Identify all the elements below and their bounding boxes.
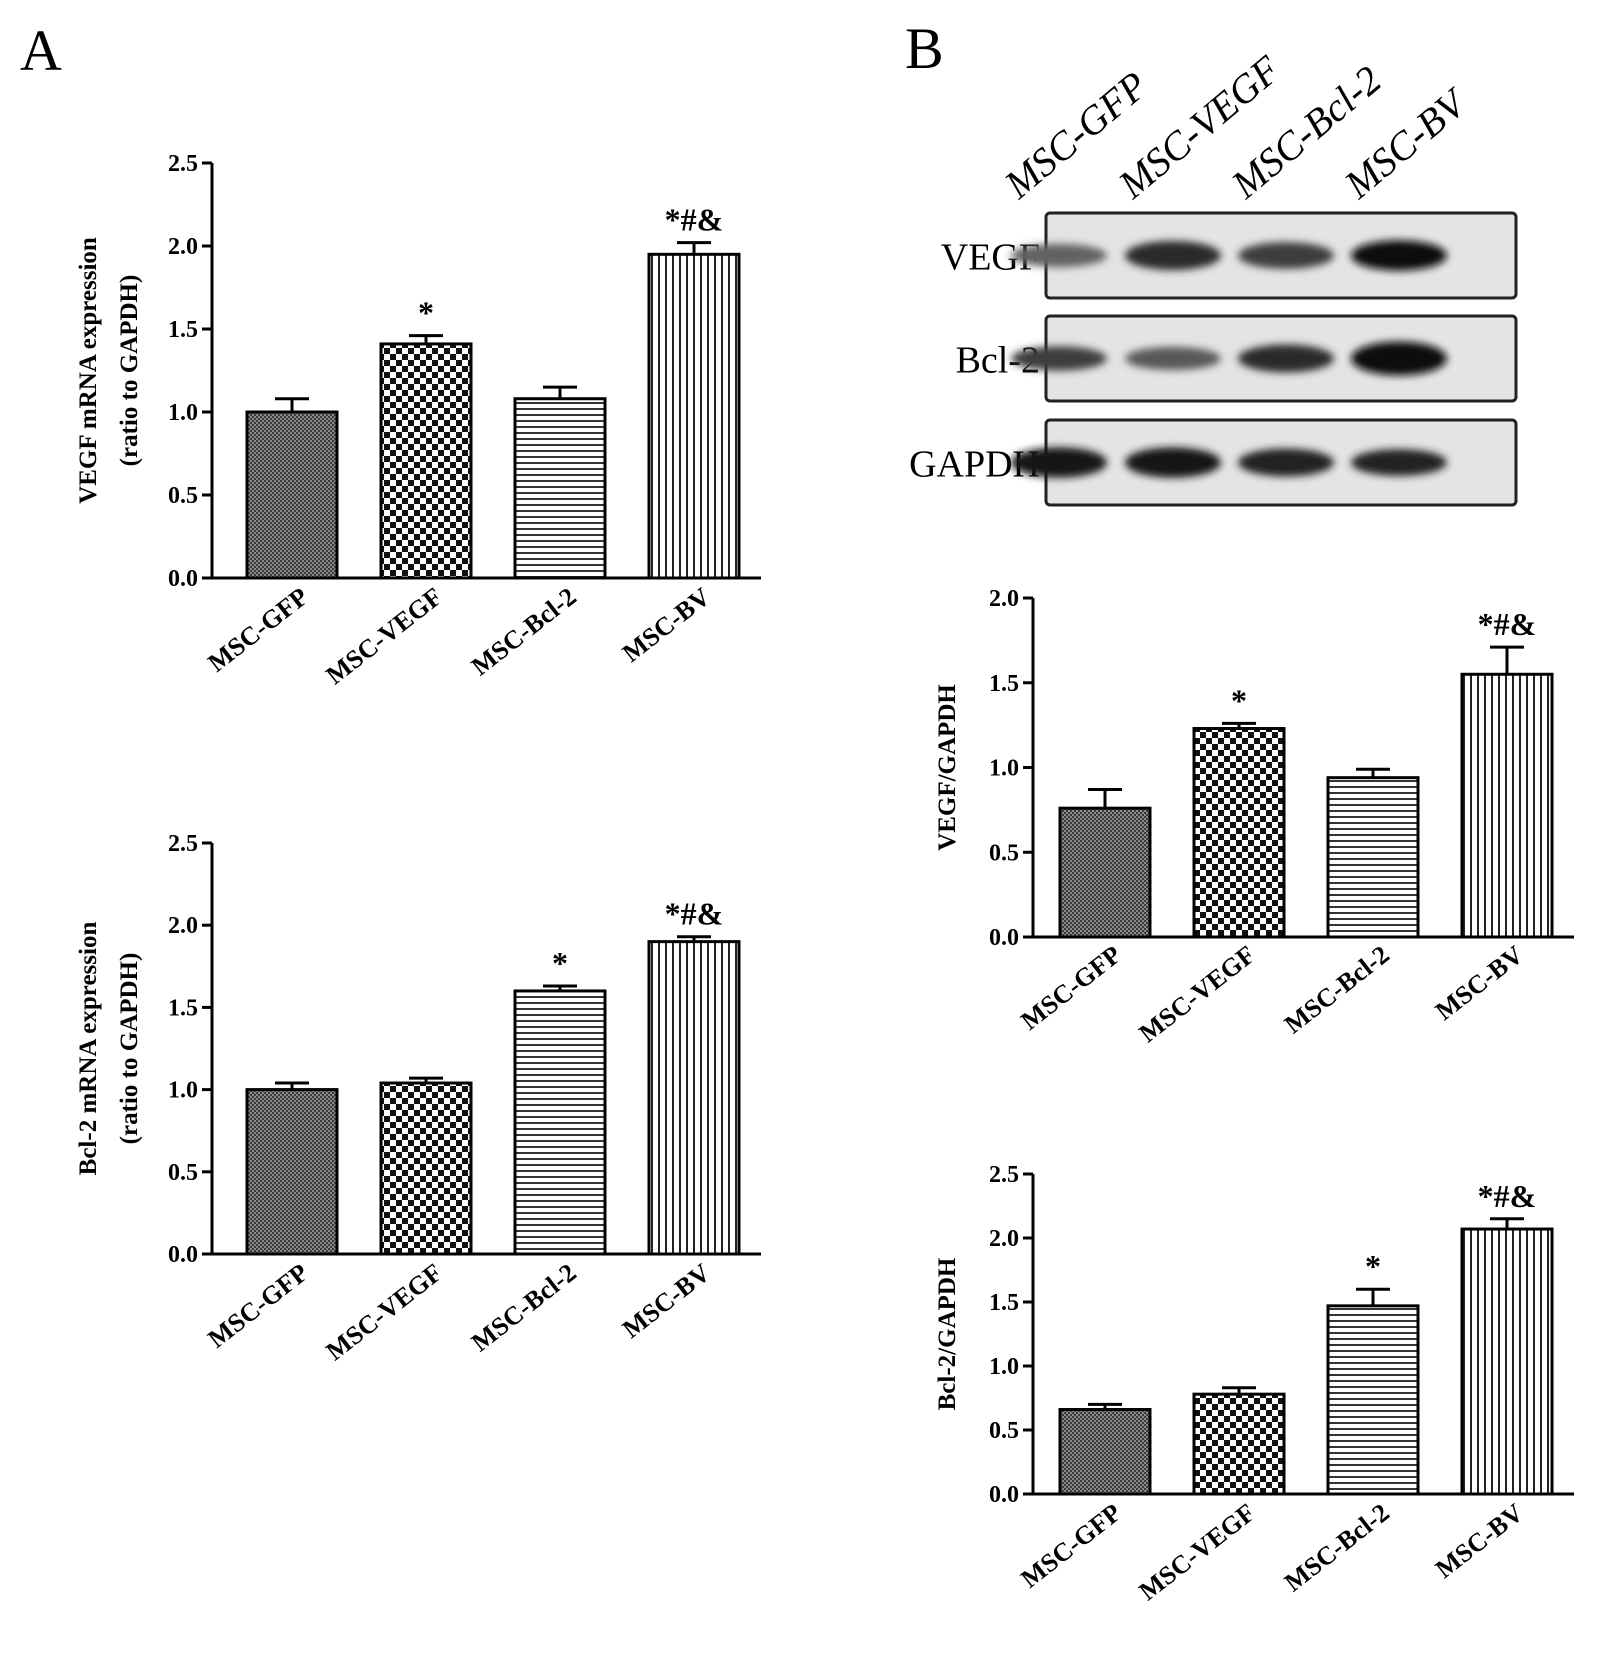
- bar: [245, 1088, 339, 1256]
- bar: [513, 397, 607, 580]
- y-tick-label: 2.0: [168, 234, 198, 260]
- panel-label-a: A: [20, 18, 62, 83]
- blot-band: [1238, 344, 1334, 373]
- x-tick-label: MSC-VEGF: [1134, 1498, 1261, 1606]
- y-tick-label: 1.5: [989, 1290, 1019, 1316]
- significance-label: *#&: [1478, 1178, 1537, 1214]
- x-tick-label: MSC-Bcl-2: [466, 1258, 582, 1357]
- y-tick-label: 0.0: [989, 925, 1019, 951]
- chart-vegf-mrna: 0.0 0.5 1.0 1.5 2.0 2.5 VEGF mRNA expression (r…: [75, 151, 761, 690]
- blot-band: [1125, 240, 1221, 271]
- y-tick-label: 0.5: [989, 840, 1019, 866]
- y-tick-label: 1.5: [168, 995, 198, 1021]
- y-axis-label: VEGF mRNA expression: [75, 237, 102, 504]
- blot-band: [1011, 243, 1107, 268]
- x-tick-label: MSC-VEGF: [1134, 940, 1261, 1048]
- y-tick-label: 1.0: [168, 1078, 198, 1104]
- x-tick-label: MSC-Bcl-2: [1279, 1498, 1395, 1597]
- significance-label: *#&: [665, 202, 724, 238]
- bar: [245, 410, 339, 580]
- blot-band: [1351, 449, 1447, 476]
- blot-band: [1238, 448, 1334, 477]
- blot-band: [1125, 346, 1221, 371]
- significance-label: *: [1231, 682, 1247, 718]
- y-tick-label: 0.0: [989, 1482, 1019, 1508]
- bar: [1326, 776, 1420, 939]
- panel-label-b: B: [905, 16, 944, 81]
- bar: [1192, 727, 1286, 939]
- bar: [1192, 1392, 1286, 1496]
- y-axis-label: (ratio to GAPDH): [116, 275, 143, 467]
- x-tick-label: MSC-GFP: [203, 1258, 314, 1354]
- y-tick-label: 0.0: [168, 566, 198, 592]
- bar: [379, 342, 473, 580]
- western-blot: MSC-GFPMSC-VEGFMSC-Bcl-2MSC-BVVEGFBcl-2G…: [909, 46, 1518, 507]
- y-tick-label: 2.5: [168, 831, 198, 857]
- y-tick-label: 2.0: [989, 586, 1019, 612]
- bar: [647, 252, 741, 580]
- blot-band: [1238, 242, 1334, 269]
- chart-vegf-protein: 0.0 0.5 1.0 1.5 2.0 VEGF/GAPDH MSC-GFP * MSC-VEG…: [934, 586, 1574, 1048]
- bar: [1326, 1304, 1420, 1496]
- x-tick-label: MSC-BV: [1430, 940, 1529, 1026]
- y-tick-label: 0.5: [168, 1160, 198, 1186]
- significance-label: *: [1365, 1248, 1381, 1284]
- y-tick-label: 1.5: [989, 671, 1019, 697]
- bar: [1460, 672, 1554, 939]
- bar: [1058, 1408, 1152, 1496]
- y-tick-label: 2.0: [168, 913, 198, 939]
- y-axis-label: VEGF/GAPDH: [934, 684, 961, 851]
- significance-label: *#&: [1478, 606, 1537, 642]
- y-tick-label: 2.0: [989, 1226, 1019, 1252]
- y-axis-label: Bcl-2/GAPDH: [934, 1257, 961, 1410]
- significance-label: *#&: [665, 896, 724, 932]
- x-tick-label: MSC-BV: [617, 1258, 716, 1344]
- y-tick-label: 2.5: [989, 1162, 1019, 1188]
- chart-bcl2-mrna: 0.0 0.5 1.0 1.5 2.0 2.5 Bcl-2 mRNA expression (…: [75, 831, 761, 1366]
- y-axis-label: (ratio to GAPDH): [116, 953, 143, 1145]
- y-tick-label: 1.0: [989, 1354, 1019, 1380]
- blot-band: [1351, 341, 1447, 376]
- significance-label: *: [552, 945, 568, 981]
- y-tick-label: 0.5: [168, 483, 198, 509]
- x-tick-label: MSC-VEGF: [321, 1258, 448, 1366]
- bar: [379, 1081, 473, 1256]
- bar: [1460, 1227, 1554, 1496]
- x-tick-label: MSC-BV: [1430, 1498, 1529, 1584]
- x-tick-label: MSC-GFP: [1016, 940, 1127, 1036]
- x-tick-label: MSC-GFP: [1016, 1498, 1127, 1594]
- x-tick-label: MSC-GFP: [203, 582, 314, 678]
- y-axis-label: Bcl-2 mRNA expression: [75, 922, 102, 1176]
- y-tick-label: 0.5: [989, 1418, 1019, 1444]
- x-tick-label: MSC-VEGF: [321, 582, 448, 690]
- blot-band: [1011, 346, 1107, 371]
- blot-band: [1351, 240, 1447, 271]
- y-tick-label: 2.5: [168, 151, 198, 177]
- y-tick-label: 1.0: [168, 400, 198, 426]
- y-tick-label: 0.0: [168, 1242, 198, 1268]
- y-tick-label: 1.5: [168, 317, 198, 343]
- x-tick-label: MSC-BV: [617, 582, 716, 668]
- y-tick-label: 1.0: [989, 756, 1019, 782]
- significance-label: *: [418, 295, 434, 331]
- blot-band: [1125, 447, 1221, 478]
- bar: [513, 989, 607, 1256]
- x-tick-label: MSC-Bcl-2: [1279, 940, 1395, 1039]
- blot-band: [1011, 447, 1107, 478]
- bar: [1058, 806, 1152, 939]
- bar: [647, 940, 741, 1256]
- x-tick-label: MSC-Bcl-2: [466, 582, 582, 681]
